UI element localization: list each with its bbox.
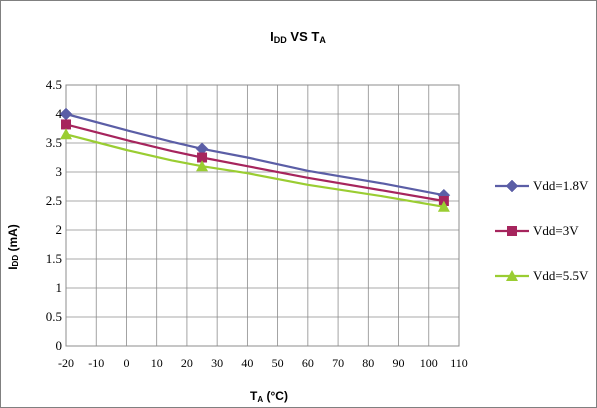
x-tick-label-8: 60 [302, 356, 314, 370]
series-line-1 [65, 123, 445, 203]
y-tick-label-3: 1.5 [46, 251, 62, 266]
ylabel-main: I [6, 266, 20, 269]
title-sub2: A [319, 35, 326, 45]
x-tick-label-7: 50 [272, 356, 284, 370]
x-tick-label-4: 20 [181, 356, 193, 370]
data-point-s1-1 [197, 152, 208, 163]
y-tick-label-0: 0 [56, 338, 63, 353]
xlabel-rest: (°C) [263, 389, 288, 403]
y-axis-title: IDD (mA) [6, 224, 20, 270]
series-line-2 [65, 133, 445, 208]
x-tick-label-3: 10 [151, 356, 163, 370]
ylabel-sub: DD [11, 255, 20, 267]
plot-area [65, 84, 460, 347]
x-tick-label-5: 30 [211, 356, 223, 370]
x-tick-label-0: -20 [58, 356, 74, 370]
y-tick-label-9: 4.5 [46, 77, 62, 92]
y-tick-label-8: 4 [56, 106, 63, 121]
x-tick-label-13: 110 [450, 356, 468, 370]
data-point-s2-1 [196, 160, 209, 172]
legend: Vdd=1.8V Vdd=3V Vdd=5.5V [495, 178, 589, 283]
data-point-s2-0 [60, 128, 72, 140]
x-tick-label-10: 80 [362, 356, 374, 370]
y-tick-label-7: 3.5 [46, 135, 62, 150]
x-axis-ticks: -20 -10 0 10 20 30 40 50 60 70 80 90 100 110 [58, 356, 468, 370]
legend-marker-1 [507, 226, 517, 236]
data-point-s2-2 [437, 200, 450, 212]
ylabel-rest: (mA) [6, 224, 20, 255]
x-tick-label-2: 0 [123, 356, 129, 370]
title-mid: VS T [287, 29, 320, 44]
title-sub: DD [274, 35, 287, 45]
x-axis-title: TA (°C) [250, 389, 288, 404]
legend-label-0: Vdd=1.8V [533, 178, 589, 193]
y-tick-label-5: 2.5 [46, 193, 62, 208]
y-tick-label-1: 0.5 [46, 309, 62, 324]
y-axis-ticks: 0 0.5 1 1.5 2 2.5 3 3.5 4 4.5 [46, 77, 63, 353]
series-line-0 [65, 112, 445, 197]
legend-label-1: Vdd=3V [533, 223, 579, 238]
x-tick-label-1: -10 [88, 356, 104, 370]
xlabel-main: T [250, 389, 258, 403]
legend-label-2: Vdd=5.5V [533, 268, 589, 283]
x-tick-label-6: 40 [241, 356, 253, 370]
data-point-s1-0 [61, 119, 71, 130]
y-tick-label-4: 2 [56, 222, 63, 237]
chart-title: IDD VS TA [270, 29, 326, 45]
grid [66, 85, 459, 346]
xlabel-sub: A [257, 395, 263, 404]
y-tick-label-2: 1 [56, 280, 63, 295]
x-tick-label-12: 100 [420, 356, 438, 370]
y-tick-label-6: 3 [56, 164, 63, 179]
legend-marker-2 [506, 270, 518, 281]
legend-marker-0 [505, 179, 519, 193]
x-tick-label-9: 70 [332, 356, 344, 370]
series-lines [59, 107, 451, 212]
title-main: I [270, 29, 274, 44]
x-tick-label-11: 90 [393, 356, 405, 370]
